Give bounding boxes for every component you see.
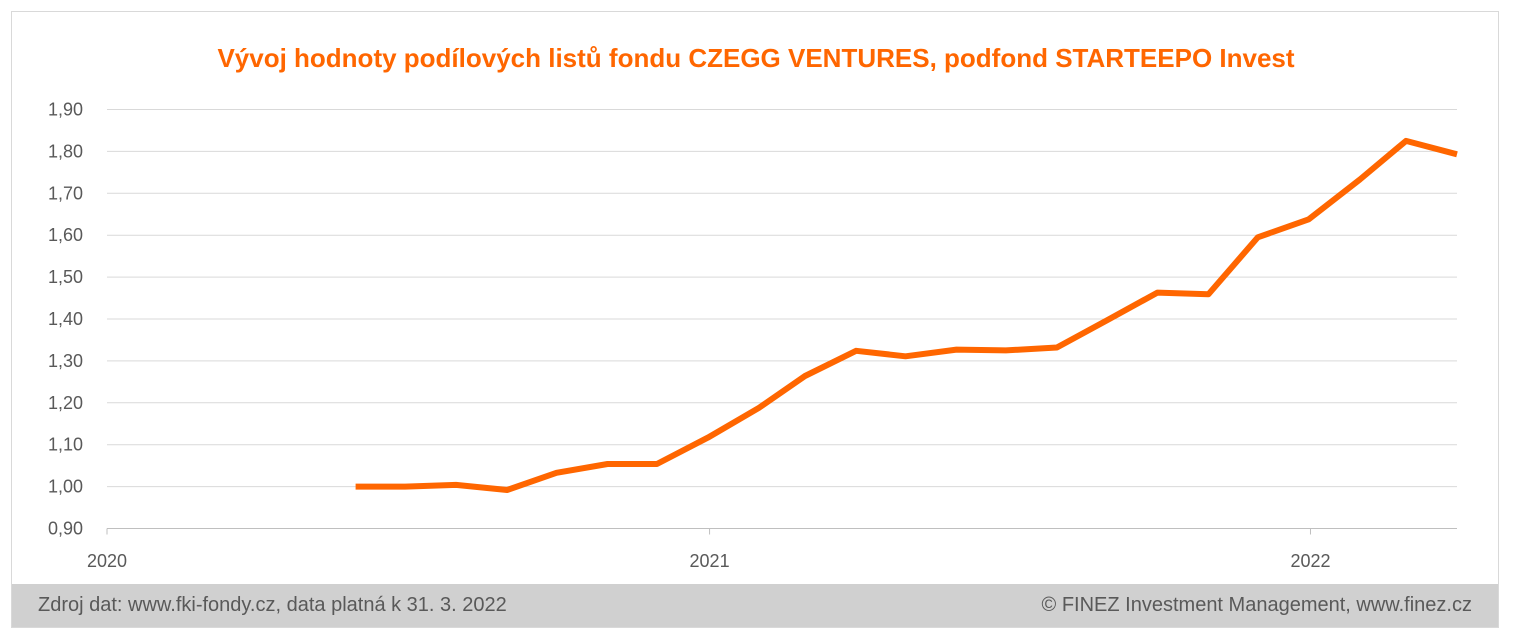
footer-bar: Zdroj dat: www.fki-fondy.cz, data platná… (12, 584, 1498, 627)
x-tick-label: 2022 (1290, 551, 1330, 571)
y-tick-label: 1,40 (48, 309, 83, 329)
series-layer (355, 137, 1458, 493)
chart-title: Vývoj hodnoty podílových listů fondu CZE… (217, 43, 1294, 73)
y-tick-label: 1,00 (48, 477, 83, 497)
y-tick-label: 1,60 (48, 225, 83, 245)
x-axis-tick-labels: 2020 2021 2022 (87, 551, 1331, 571)
y-tick-label: 1,10 (48, 435, 83, 455)
x-axis (106, 528, 1457, 535)
y-tick-label: 1,20 (48, 393, 83, 413)
y-tick-label: 0,90 (48, 519, 83, 539)
data-source-note: Zdroj dat: www.fki-fondy.cz, data platná… (38, 594, 507, 616)
y-tick-label: 1,90 (48, 100, 83, 120)
y-tick-label: 1,80 (48, 141, 83, 161)
y-tick-label: 1,50 (48, 267, 83, 287)
copyright-note: © FINEZ Investment Management, www.finez… (1041, 594, 1472, 616)
y-tick-label: 1,30 (48, 351, 83, 371)
y-axis-tick-labels: 0,90 1,00 1,10 1,20 1,30 1,40 1,50 1,60 1,70 1,80… (48, 100, 83, 539)
series-line (355, 137, 1458, 493)
x-tick-label: 2021 (690, 551, 730, 571)
y-tick-label: 1,70 (48, 183, 83, 203)
x-tick-label: 2020 (87, 551, 127, 571)
grid-lines (107, 109, 1457, 488)
